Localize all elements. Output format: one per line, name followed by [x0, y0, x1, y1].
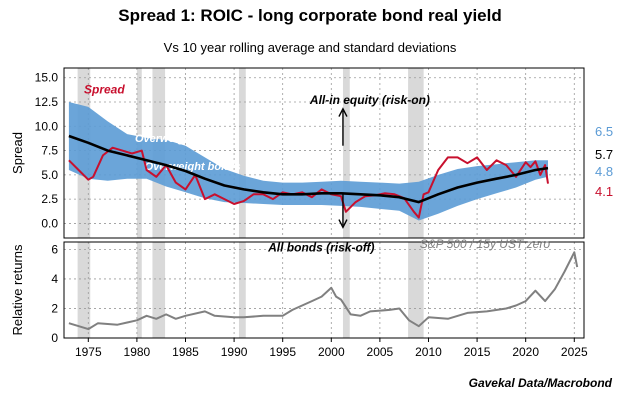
y-tick-label-bottom: 2 [51, 301, 58, 315]
recession-band-bottom [408, 242, 424, 338]
recession-band-top [238, 68, 246, 238]
end-value-label: 6.5 [595, 124, 613, 139]
annotation-all-in-equity: All-in equity (risk-on) [309, 93, 430, 107]
x-tick-label: 2020 [512, 345, 539, 359]
end-value-label: 4.1 [595, 184, 613, 199]
relative-returns-line [68, 251, 579, 331]
recession-band-bottom [77, 242, 91, 338]
top-plot-frame [63, 67, 585, 239]
recession-band-bottom [238, 242, 246, 338]
rolling-average-line [68, 134, 549, 204]
y-tick-label-top: 2.5 [41, 192, 58, 206]
arrow-up-head [338, 107, 348, 117]
chart-subtitle: Vs 10 year rolling average and standard … [163, 40, 457, 55]
x-tick-label: 2025 [561, 345, 588, 359]
recession-band-top [342, 68, 350, 238]
annotation-overweight-equities: Overweight equities [135, 133, 240, 145]
recession-band-bottom [342, 242, 350, 338]
x-tick-label: 2015 [464, 345, 491, 359]
y-tick-label-top: 10.0 [35, 119, 59, 133]
arrow-down-head [338, 219, 348, 229]
annotation-sp500-ust: S&P 500 / 15y UST zero [420, 237, 551, 251]
y-tick-label-top: 0.0 [41, 216, 58, 230]
x-tick-label: 2005 [367, 345, 394, 359]
x-tick-label: 1995 [269, 345, 296, 359]
x-tick-label: 1975 [75, 345, 102, 359]
x-tick-label: 2010 [415, 345, 442, 359]
annotation-all-bonds: All bonds (risk-off) [267, 241, 374, 255]
recession-band-bottom [136, 242, 142, 338]
source-note: Gavekal Data/Macrobond [468, 376, 612, 390]
y-axis-label-relative-returns: Relative returns [10, 244, 25, 336]
y-tick-label-bottom: 4 [51, 272, 58, 286]
x-tick-label: 1990 [221, 345, 248, 359]
y-tick-label-top: 5.0 [41, 168, 58, 182]
y-tick-label-bottom: 0 [51, 331, 58, 345]
y-axis-label-spread: Spread [10, 132, 25, 174]
bottom-plot-frame [63, 241, 585, 339]
end-value-label: 5.7 [595, 147, 613, 162]
y-tick-label-bottom: 6 [51, 242, 58, 256]
y-tick-label-top: 7.5 [41, 144, 58, 158]
recession-band-bottom [152, 242, 166, 338]
y-tick-label-top: 15.0 [35, 71, 59, 85]
x-tick-label: 1980 [124, 345, 151, 359]
chart-title: Spread 1: ROIC - long corporate bond rea… [118, 6, 502, 25]
spread-line [68, 146, 549, 219]
x-tick-label: 1985 [172, 345, 199, 359]
end-value-label: 4.8 [595, 164, 613, 179]
x-tick-label: 2000 [318, 345, 345, 359]
y-tick-label-top: 12.5 [35, 95, 59, 109]
annotation-spread-label: Spread [84, 82, 125, 96]
